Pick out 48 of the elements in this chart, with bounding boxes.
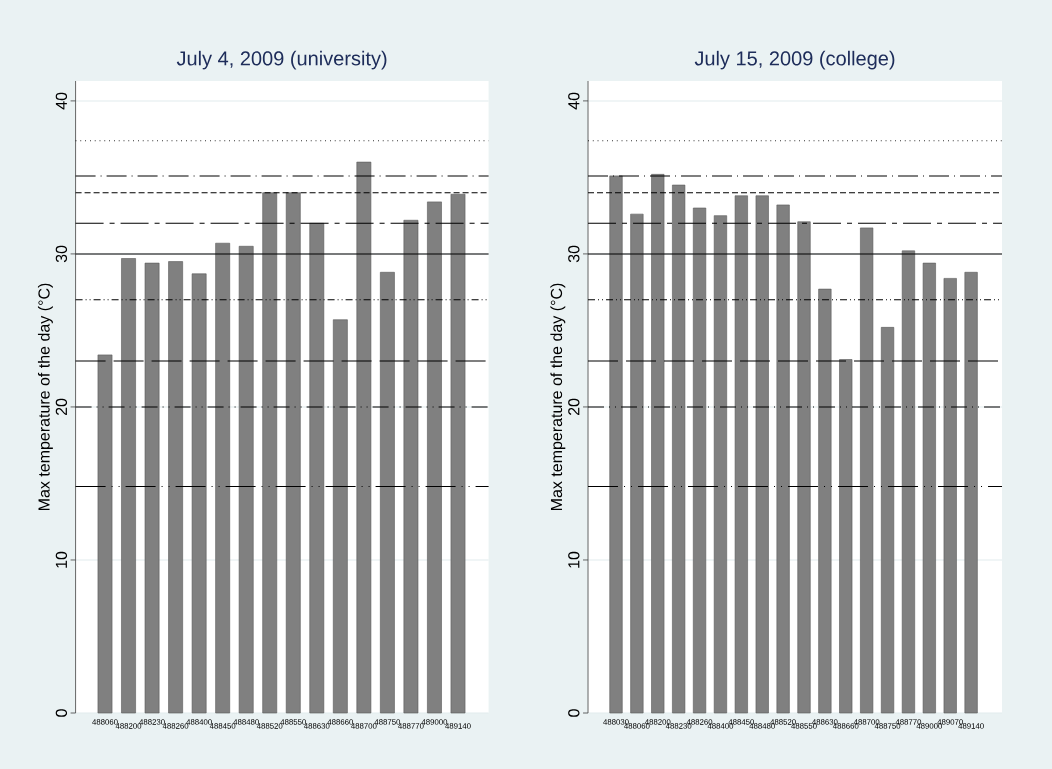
y-axis-title: Max temperature of the day (°C) — [550, 283, 566, 511]
bar — [964, 271, 978, 714]
bar — [356, 161, 372, 714]
bar — [309, 223, 325, 714]
y-tick-label: 20 — [55, 398, 68, 416]
bar — [672, 184, 686, 714]
y-tick-label: 30 — [55, 245, 68, 263]
bar — [332, 319, 348, 714]
bar — [839, 359, 853, 714]
bar — [215, 242, 231, 714]
bar — [734, 195, 748, 714]
bar — [943, 278, 957, 714]
bar — [450, 193, 466, 714]
bar — [168, 261, 183, 714]
y-tick-label: 40 — [55, 92, 68, 110]
bar — [880, 327, 895, 714]
chart-title: July 15, 2009 (college) — [694, 50, 895, 70]
bar — [860, 227, 874, 714]
bar — [776, 204, 790, 714]
y-tick-label: 0 — [55, 709, 68, 717]
bar — [713, 215, 728, 714]
bar — [818, 288, 832, 714]
y-tick-label: 0 — [568, 709, 580, 717]
bar — [380, 271, 395, 714]
y-tick-label: 40 — [568, 92, 580, 110]
bar — [97, 354, 113, 714]
bar — [797, 221, 811, 714]
y-tick-label: 10 — [568, 551, 580, 568]
bar — [121, 258, 136, 714]
y-axis-title: Max temperature of the day (°C) — [37, 283, 53, 511]
y-tick-label: 30 — [568, 245, 580, 263]
bar — [403, 219, 419, 714]
bar — [427, 201, 442, 714]
bar — [262, 192, 278, 714]
y-tick-label: 20 — [568, 398, 580, 416]
bar — [238, 245, 254, 714]
bar — [901, 250, 916, 714]
y-tick-label: 10 — [55, 551, 68, 568]
bar — [630, 213, 644, 714]
chart-title: July 4, 2009 (university) — [176, 50, 387, 70]
bar — [651, 174, 665, 714]
bar — [191, 273, 207, 714]
bar — [144, 262, 160, 714]
bar — [755, 195, 769, 714]
bar — [609, 175, 623, 714]
bar — [692, 207, 707, 714]
bar — [285, 192, 301, 714]
bar — [922, 262, 936, 714]
